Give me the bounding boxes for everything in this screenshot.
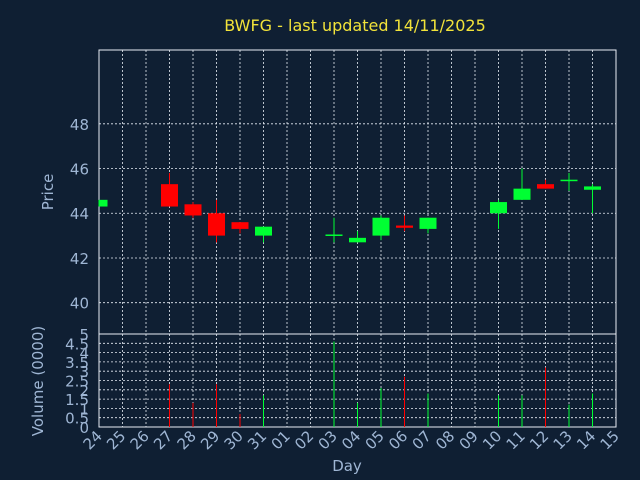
x-tick-label: 28 xyxy=(174,427,200,453)
volume-tick-label: 4.5 xyxy=(65,335,89,353)
candle-body-down xyxy=(184,204,202,216)
x-tick-label: 31 xyxy=(244,427,270,453)
candle-body-down xyxy=(231,222,249,229)
candle-body-up xyxy=(560,179,578,182)
x-tick-label: 12 xyxy=(526,427,552,453)
volume-tick-label: 1.5 xyxy=(65,391,89,409)
volume-tick-label: 2.5 xyxy=(65,373,89,391)
x-tick-label: 06 xyxy=(385,427,411,453)
chart-title: BWFG - last updated 14/11/2025 xyxy=(224,16,486,35)
volume-tick-label: 3 xyxy=(79,363,89,381)
price-axis-label: Price xyxy=(39,174,57,211)
price-panel: 40 42 44 46 48 xyxy=(70,49,617,335)
x-tick-label: 26 xyxy=(127,427,153,453)
price-tick-label: 48 xyxy=(70,116,89,134)
candle-body-down xyxy=(161,184,178,207)
price-tick-label: 44 xyxy=(70,205,89,223)
volume-tick-label: 2 xyxy=(79,382,89,400)
x-axis-label: Day xyxy=(332,457,362,475)
price-tick-label: 40 xyxy=(70,295,89,313)
x-tick-label: 08 xyxy=(432,427,458,453)
x-tick-label: 10 xyxy=(479,427,505,453)
volume-tick-label: 0 xyxy=(79,419,89,437)
candle-body-up xyxy=(325,234,343,236)
x-tick-label: 13 xyxy=(550,427,576,453)
x-tick-label: 15 xyxy=(597,427,623,453)
candle-body-down xyxy=(396,225,413,228)
x-tick-label: 30 xyxy=(221,427,247,453)
candle-body-up xyxy=(99,199,108,207)
candle-body-up xyxy=(255,226,272,236)
volume-panel: 00.511.522.533.544.55 xyxy=(65,326,617,437)
x-tick-label: 07 xyxy=(409,427,435,453)
volume-tick-label: 5 xyxy=(79,326,89,344)
price-tick-label: 42 xyxy=(70,250,89,268)
x-tick-label: 09 xyxy=(456,427,482,453)
x-tick-label: 05 xyxy=(362,427,388,453)
x-tick-label: 25 xyxy=(103,427,129,453)
candle-body-up xyxy=(490,202,507,214)
x-tick-label: 11 xyxy=(503,427,529,453)
x-tick-label: 29 xyxy=(197,427,223,453)
x-tick-label: 14 xyxy=(573,427,599,453)
volume-tick-label: 4 xyxy=(79,345,89,363)
candle-body-down xyxy=(537,184,554,189)
x-axis: 2425262728293031010203040506070809101112… xyxy=(80,427,623,453)
price-tick-label: 46 xyxy=(70,161,89,179)
x-tick-label: 27 xyxy=(150,427,176,453)
volume-tick-label: 1 xyxy=(79,400,89,418)
volume-axis-label: Volume (0000) xyxy=(29,326,47,436)
candle-body-up xyxy=(372,217,390,236)
x-tick-label: 02 xyxy=(291,427,317,453)
volume-tick-label: 0.5 xyxy=(65,410,89,428)
candle-body-up xyxy=(419,217,437,229)
candle-body-up xyxy=(584,186,601,190)
x-tick-label: 01 xyxy=(268,427,294,453)
candle-body-up xyxy=(513,188,531,200)
volume-tick-label: 3.5 xyxy=(65,354,89,372)
x-tick-label: 03 xyxy=(315,427,341,453)
candle-body-up xyxy=(349,237,366,243)
x-tick-label: 04 xyxy=(338,427,364,453)
candle-body-down xyxy=(208,213,225,236)
